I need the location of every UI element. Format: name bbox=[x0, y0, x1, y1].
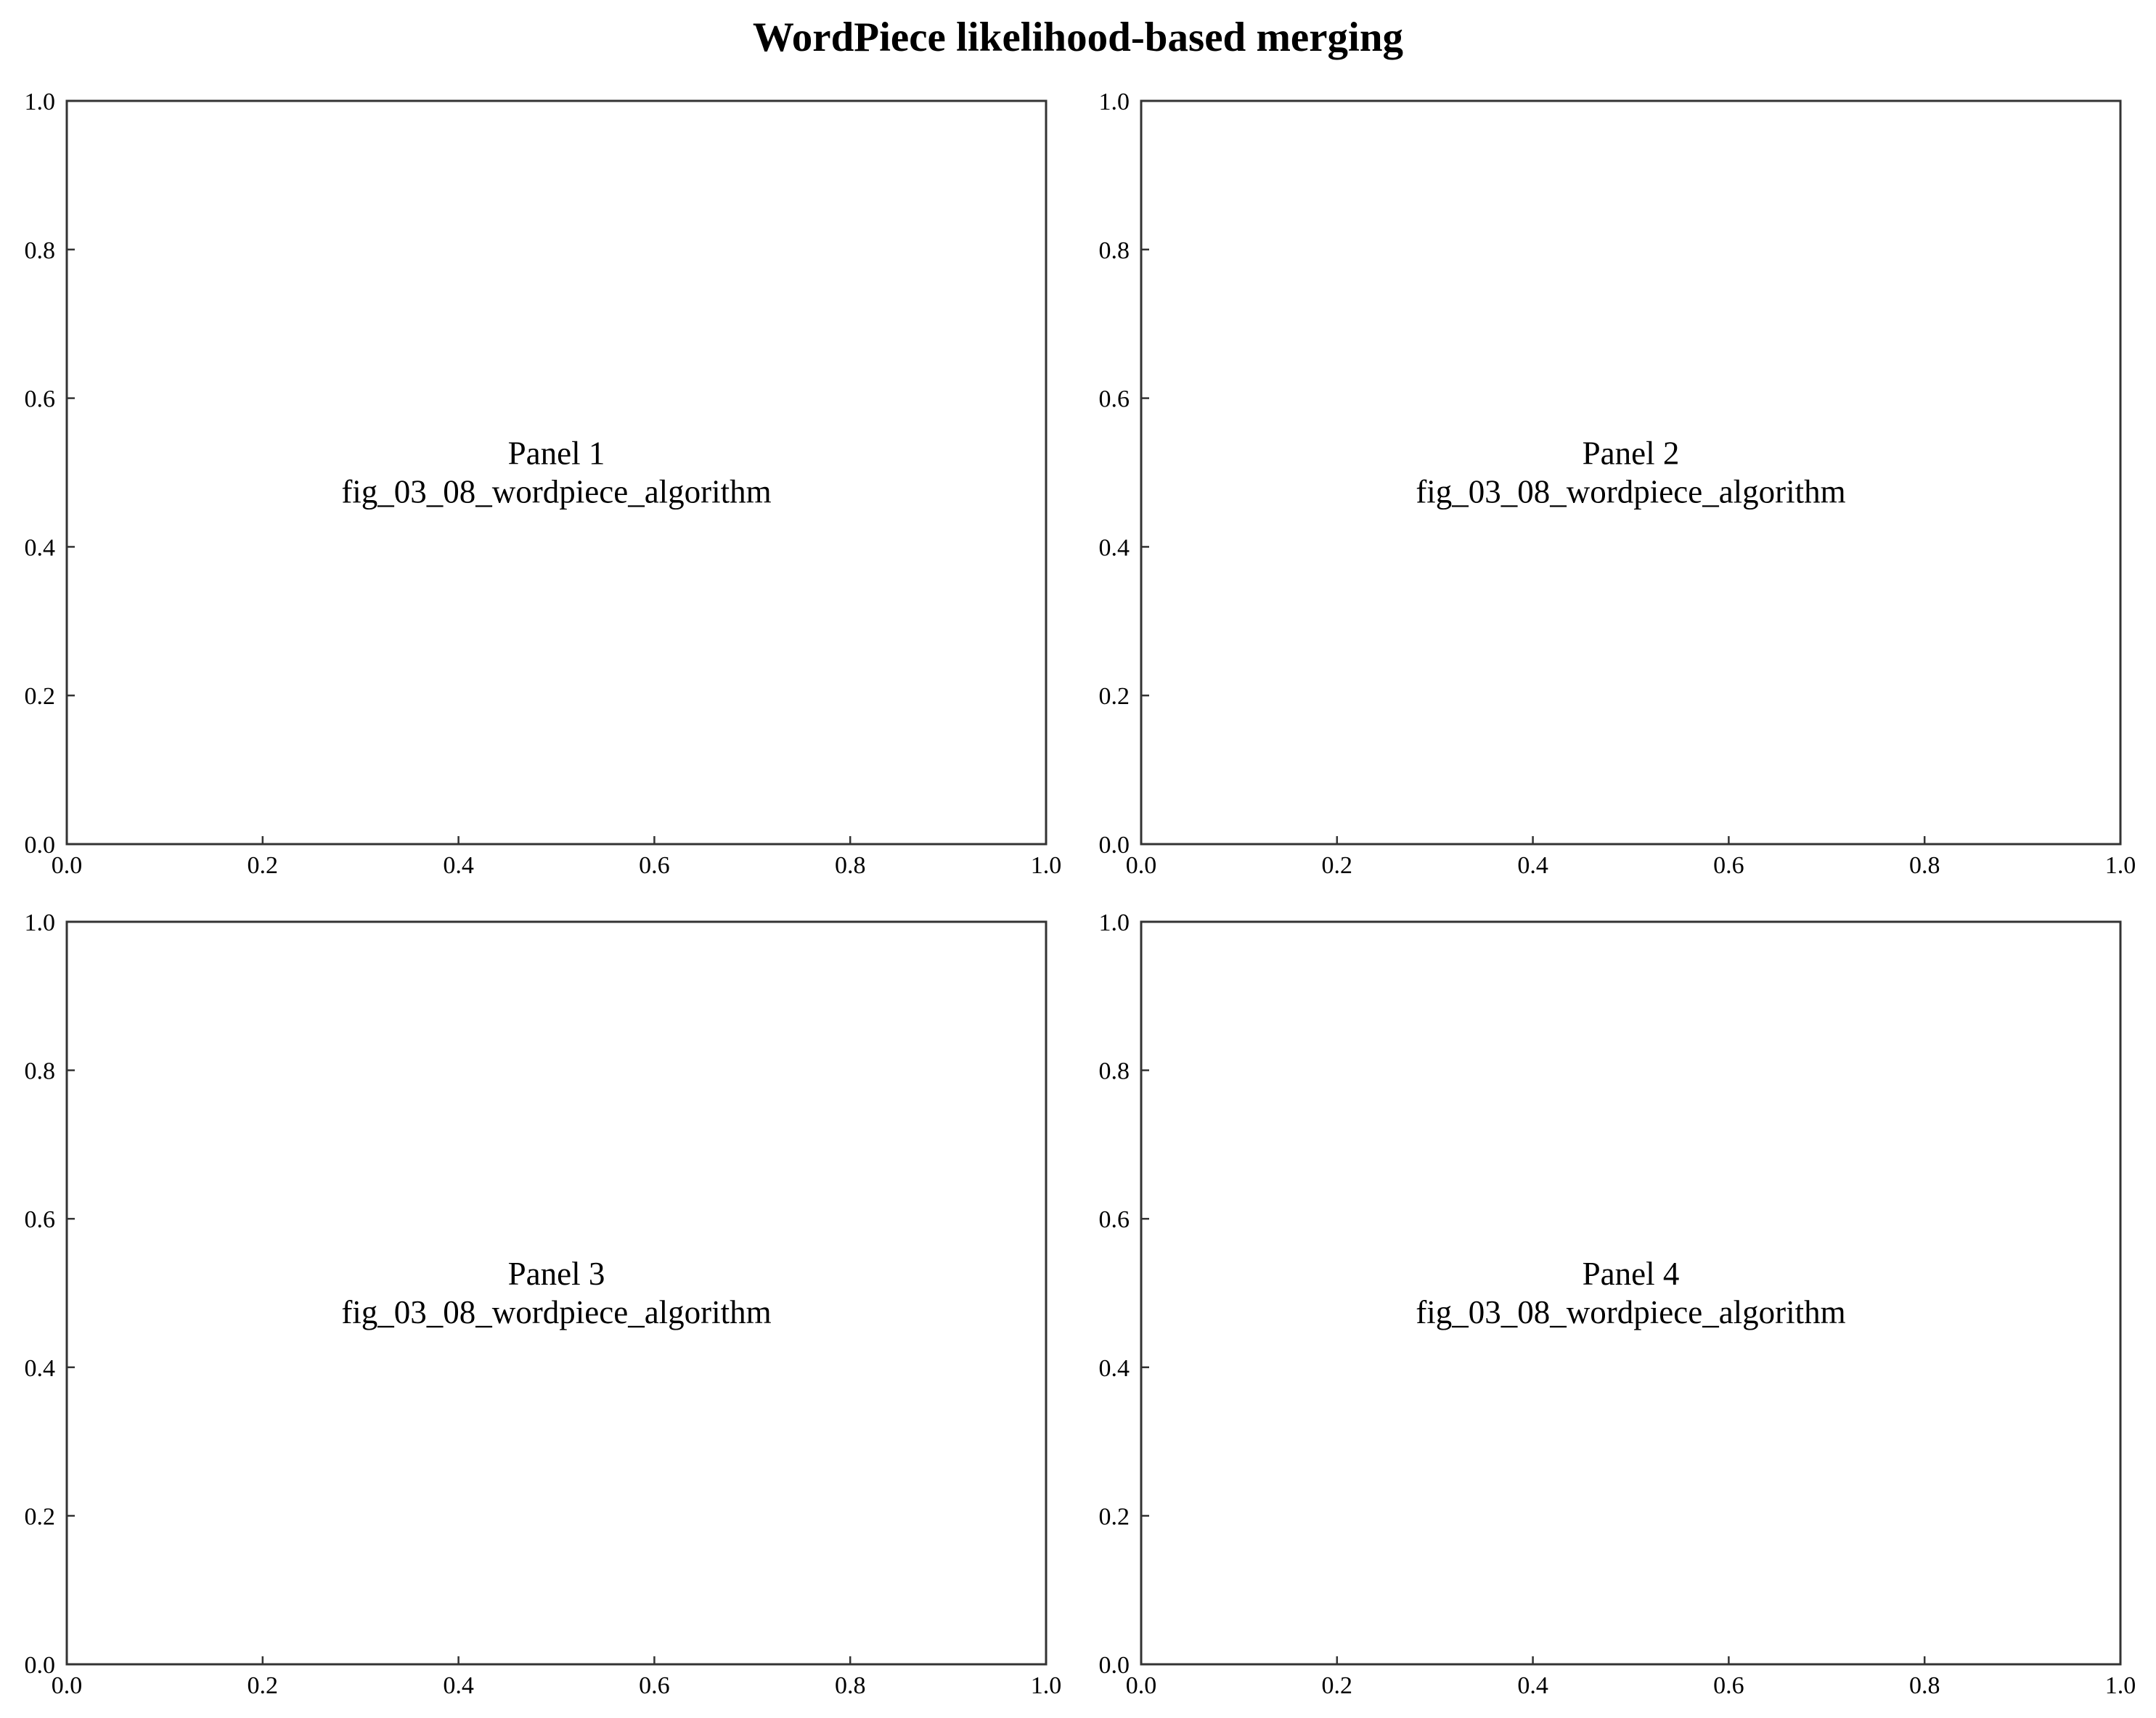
y-tick-label: 0.4 bbox=[1099, 534, 1130, 561]
x-tick-label: 0.2 bbox=[1322, 1672, 1353, 1699]
x-tick-label: 0.0 bbox=[1126, 1672, 1157, 1699]
x-tick-label: 0.2 bbox=[248, 1672, 279, 1699]
panel-figure-id: fig_03_08_wordpiece_algorithm bbox=[1416, 474, 1845, 510]
panel-label: Panel 3 bbox=[508, 1256, 605, 1292]
panel-1: 0.0 0.2 0.4 0.6 0.8 1.0 0.0 0.2 0.4 0.6 0.8 1.0 Pane… bbox=[25, 89, 1062, 879]
y-tick-label: 0.0 bbox=[25, 832, 56, 859]
figure-title: WordPiece likelihood-based merging bbox=[753, 15, 1403, 60]
panel-label: Panel 1 bbox=[508, 435, 605, 472]
x-tick-label: 1.0 bbox=[2105, 852, 2136, 879]
y-tick-label: 0.4 bbox=[25, 534, 56, 561]
x-tick-label: 0.2 bbox=[1322, 852, 1353, 879]
x-tick-label: 0.2 bbox=[248, 852, 279, 879]
x-tick-label: 0.8 bbox=[835, 1672, 866, 1699]
y-tick-label: 0.6 bbox=[1099, 1206, 1130, 1233]
x-tick-label: 1.0 bbox=[1031, 852, 1062, 879]
y-tick-label: 1.0 bbox=[1099, 909, 1130, 936]
y-tick-label: 0.6 bbox=[25, 1206, 56, 1233]
x-tick-label: 0.0 bbox=[1126, 852, 1157, 879]
panel-figure-id: fig_03_08_wordpiece_algorithm bbox=[341, 1294, 771, 1330]
axes-frame bbox=[1140, 920, 2122, 1666]
x-tick-label: 0.4 bbox=[443, 852, 474, 879]
axes-frame bbox=[65, 920, 1048, 1666]
x-tick-label: 0.0 bbox=[52, 1672, 83, 1699]
y-tick-label: 0.0 bbox=[25, 1652, 56, 1679]
y-tick-label: 0.2 bbox=[25, 1503, 56, 1530]
y-tick-label: 0.4 bbox=[25, 1355, 56, 1382]
y-tick-label: 0.8 bbox=[1099, 1058, 1130, 1085]
x-tick-label: 0.6 bbox=[1713, 852, 1744, 879]
y-tick-label: 0.2 bbox=[1099, 683, 1130, 710]
x-tick-label: 0.4 bbox=[443, 1672, 474, 1699]
y-tick-label: 0.0 bbox=[1099, 832, 1130, 859]
y-tick-label: 0.2 bbox=[1099, 1503, 1130, 1530]
x-tick-label: 1.0 bbox=[2105, 1672, 2136, 1699]
panel-figure-id: fig_03_08_wordpiece_algorithm bbox=[1416, 1294, 1845, 1330]
y-tick-label: 1.0 bbox=[25, 909, 56, 936]
x-tick-label: 0.0 bbox=[52, 852, 83, 879]
x-tick-label: 0.6 bbox=[639, 852, 670, 879]
y-tick-label: 1.0 bbox=[25, 89, 56, 115]
y-tick-label: 0.6 bbox=[25, 386, 56, 413]
x-tick-label: 0.8 bbox=[835, 852, 866, 879]
panel-label: Panel 2 bbox=[1583, 435, 1680, 472]
y-tick-label: 0.8 bbox=[25, 1058, 56, 1085]
y-tick-label: 0.8 bbox=[1099, 237, 1130, 264]
x-tick-label: 1.0 bbox=[1031, 1672, 1062, 1699]
x-tick-label: 0.4 bbox=[1517, 852, 1548, 879]
panel-3: 0.0 0.2 0.4 0.6 0.8 1.0 0.0 0.2 0.4 0.6 0.8 1.0 Pane… bbox=[25, 909, 1062, 1699]
y-tick-label: 0.8 bbox=[25, 237, 56, 264]
x-tick-label: 0.4 bbox=[1517, 1672, 1548, 1699]
panel-label: Panel 4 bbox=[1583, 1256, 1680, 1292]
y-tick-label: 0.4 bbox=[1099, 1355, 1130, 1382]
x-tick-label: 0.8 bbox=[1909, 1672, 1940, 1699]
axes-frame bbox=[65, 99, 1048, 846]
x-tick-label: 0.6 bbox=[1713, 1672, 1744, 1699]
y-tick-label: 0.2 bbox=[25, 683, 56, 710]
x-tick-label: 0.6 bbox=[639, 1672, 670, 1699]
axes-frame bbox=[1140, 99, 2122, 846]
panel-2: 0.0 0.2 0.4 0.6 0.8 1.0 0.0 0.2 0.4 0.6 0.8 1.0 Pane… bbox=[1099, 89, 2136, 879]
y-tick-label: 0.6 bbox=[1099, 386, 1130, 413]
panel-4: 0.0 0.2 0.4 0.6 0.8 1.0 0.0 0.2 0.4 0.6 0.8 1.0 Pane… bbox=[1099, 909, 2136, 1699]
panels-container: 0.0 0.2 0.4 0.6 0.8 1.0 0.0 0.2 0.4 0.6 0.8 1.0 Pane… bbox=[25, 89, 2136, 1699]
y-tick-label: 0.0 bbox=[1099, 1652, 1130, 1679]
panel-figure-id: fig_03_08_wordpiece_algorithm bbox=[341, 474, 771, 510]
x-tick-label: 0.8 bbox=[1909, 852, 1940, 879]
y-tick-label: 1.0 bbox=[1099, 89, 1130, 115]
